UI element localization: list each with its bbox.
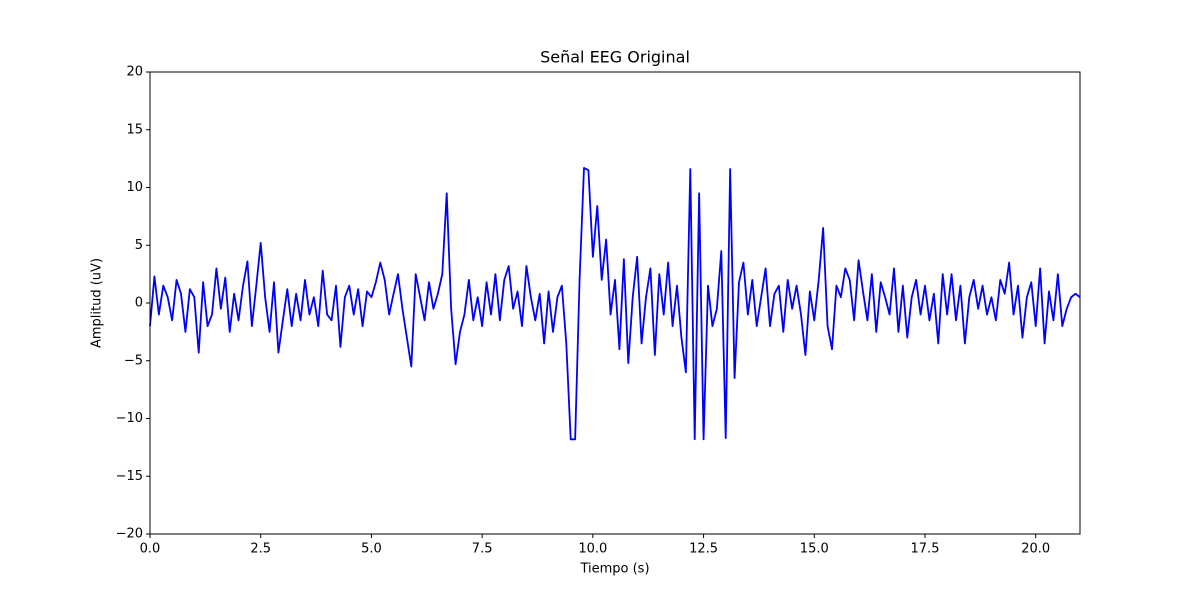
plot-frame [149, 71, 1081, 535]
x-tick-label: 7.5 [472, 542, 493, 557]
chart-title: Señal EEG Original [540, 48, 690, 67]
x-tick-label: 17.5 [911, 542, 940, 557]
x-axis-label: Tiempo (s) [579, 562, 649, 577]
y-tick-label: 5 [135, 238, 143, 253]
y-tick-label: −10 [116, 411, 143, 426]
y-tick-label: −20 [116, 527, 143, 542]
x-tick-label: 12.5 [689, 542, 718, 557]
x-tick-label: 5.0 [361, 542, 382, 557]
signal-line [149, 166, 1081, 441]
y-tick-label: −15 [116, 469, 143, 484]
x-tick-label: 15.0 [800, 542, 829, 557]
y-axis-label: Amplitud (uV) [90, 258, 105, 348]
x-tick-label: 2.5 [250, 542, 271, 557]
x-tick-label: 10.0 [578, 542, 607, 557]
y-tick-label: 15 [126, 122, 143, 137]
x-tick-label: 0.0 [140, 542, 161, 557]
y-tick-label: −5 [124, 353, 143, 368]
y-tick-label: 10 [126, 180, 143, 195]
y-tick-label: 20 [126, 65, 143, 80]
y-tick-label: 0 [135, 296, 143, 311]
x-tick-label: 20.0 [1021, 542, 1050, 557]
